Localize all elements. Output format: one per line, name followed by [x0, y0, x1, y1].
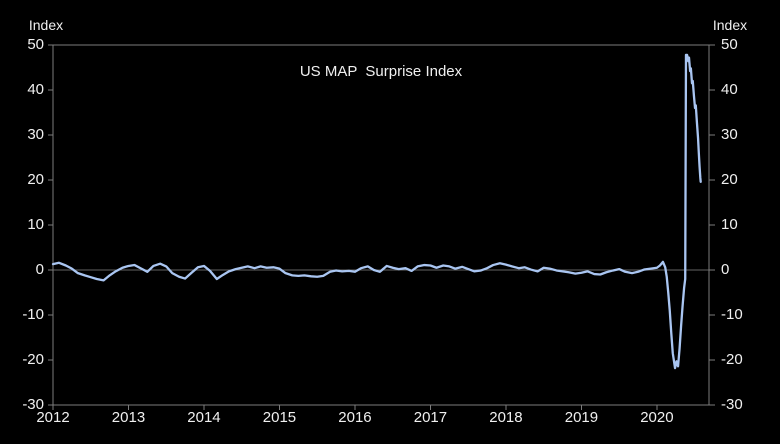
- x-axis-tick-label: 2015: [262, 409, 297, 426]
- x-axis-tick-label: 2013: [111, 409, 146, 426]
- axis-frame: [52, 44, 710, 406]
- y-axis-tick-label-right: -30: [721, 396, 743, 413]
- chart-title: US MAP Surprise Index: [299, 63, 463, 80]
- x-axis-tick-label: 2019: [564, 409, 599, 426]
- surprise-index-line: [51, 53, 702, 370]
- left-axis-unit-label: Index: [28, 17, 64, 33]
- x-axis-tick-label: 2020: [640, 409, 674, 426]
- y-axis-tick-label-right: -10: [721, 306, 743, 323]
- y-axis-tick-label-right: 0: [721, 261, 730, 278]
- y-axis-tick-label-left: 50: [27, 36, 44, 53]
- y-axis-tick-label-right: 30: [721, 126, 738, 143]
- x-axis-tick-label: 2016: [338, 409, 372, 426]
- right-axis-unit-label: Index: [712, 17, 748, 33]
- y-axis-tick-label-right: 50: [721, 36, 738, 53]
- x-axis-tick-label: 2014: [187, 409, 221, 426]
- x-axis-tick-label: 2018: [489, 409, 523, 426]
- y-axis-tick-label-left: 10: [27, 216, 44, 233]
- y-axis-tick-label-left: 0: [35, 261, 44, 278]
- y-axis-tick-label-left: 20: [27, 171, 44, 188]
- y-axis-tick-label-right: 40: [721, 81, 738, 98]
- y-axis-tick-label-right: 20: [721, 171, 738, 188]
- y-axis-tick-label-right: 10: [721, 216, 738, 233]
- y-axis-tick-label-left: -20: [22, 351, 44, 368]
- y-axis-tick-label-left: -10: [22, 306, 44, 323]
- y-axis-tick-label-left: 40: [27, 81, 44, 98]
- x-axis-tick-label: 2012: [36, 409, 70, 426]
- y-axis-tick-label-right: -20: [721, 351, 743, 368]
- y-axis-tick-label-left: -30: [22, 396, 44, 413]
- x-axis-tick-label: 2017: [413, 409, 448, 426]
- y-axis-tick-label-left: 30: [27, 126, 44, 143]
